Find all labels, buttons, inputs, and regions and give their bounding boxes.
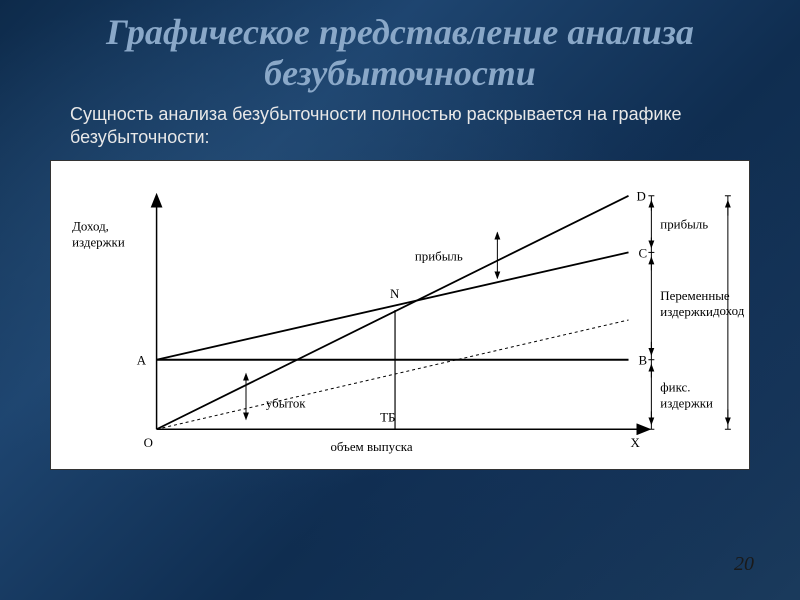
point-c: C xyxy=(638,245,647,260)
slide-subtitle: Сущность анализа безубыточности полность… xyxy=(0,103,800,160)
x-axis-label: объем выпуска xyxy=(330,439,412,454)
origin-label: O xyxy=(144,435,153,450)
chart-svg: Доход, издержки объем выпуска X O A B C … xyxy=(51,161,749,469)
bracket-fixcost-label-2: издержки xyxy=(660,395,713,410)
total-cost-line xyxy=(157,252,629,359)
tb-label: ТБ xyxy=(380,409,395,424)
bracket-fixcost-label-1: фикс. xyxy=(660,379,690,394)
profit-annotation: прибыль xyxy=(415,248,463,263)
bracket-varcost-label-1: Переменные xyxy=(660,288,730,303)
page-number: 20 xyxy=(734,553,754,576)
x-end-label: X xyxy=(631,435,641,450)
point-n: N xyxy=(390,286,400,301)
point-a: A xyxy=(137,352,147,367)
y-axis-label-2: издержки xyxy=(72,234,125,249)
point-b: B xyxy=(638,352,647,367)
bracket-profit-label: прибыль xyxy=(660,216,708,231)
slide-title: Графическое представление анализа безубы… xyxy=(0,0,800,103)
point-d: D xyxy=(636,188,645,203)
bracket-income-label: доход xyxy=(713,303,745,318)
breakeven-chart: Доход, издержки объем выпуска X O A B C … xyxy=(50,160,750,470)
bracket-varcost-label-2: издержки xyxy=(660,304,713,319)
revenue-line xyxy=(157,195,629,428)
y-axis-label-1: Доход, xyxy=(72,218,109,233)
loss-annotation: убыток xyxy=(266,395,306,410)
